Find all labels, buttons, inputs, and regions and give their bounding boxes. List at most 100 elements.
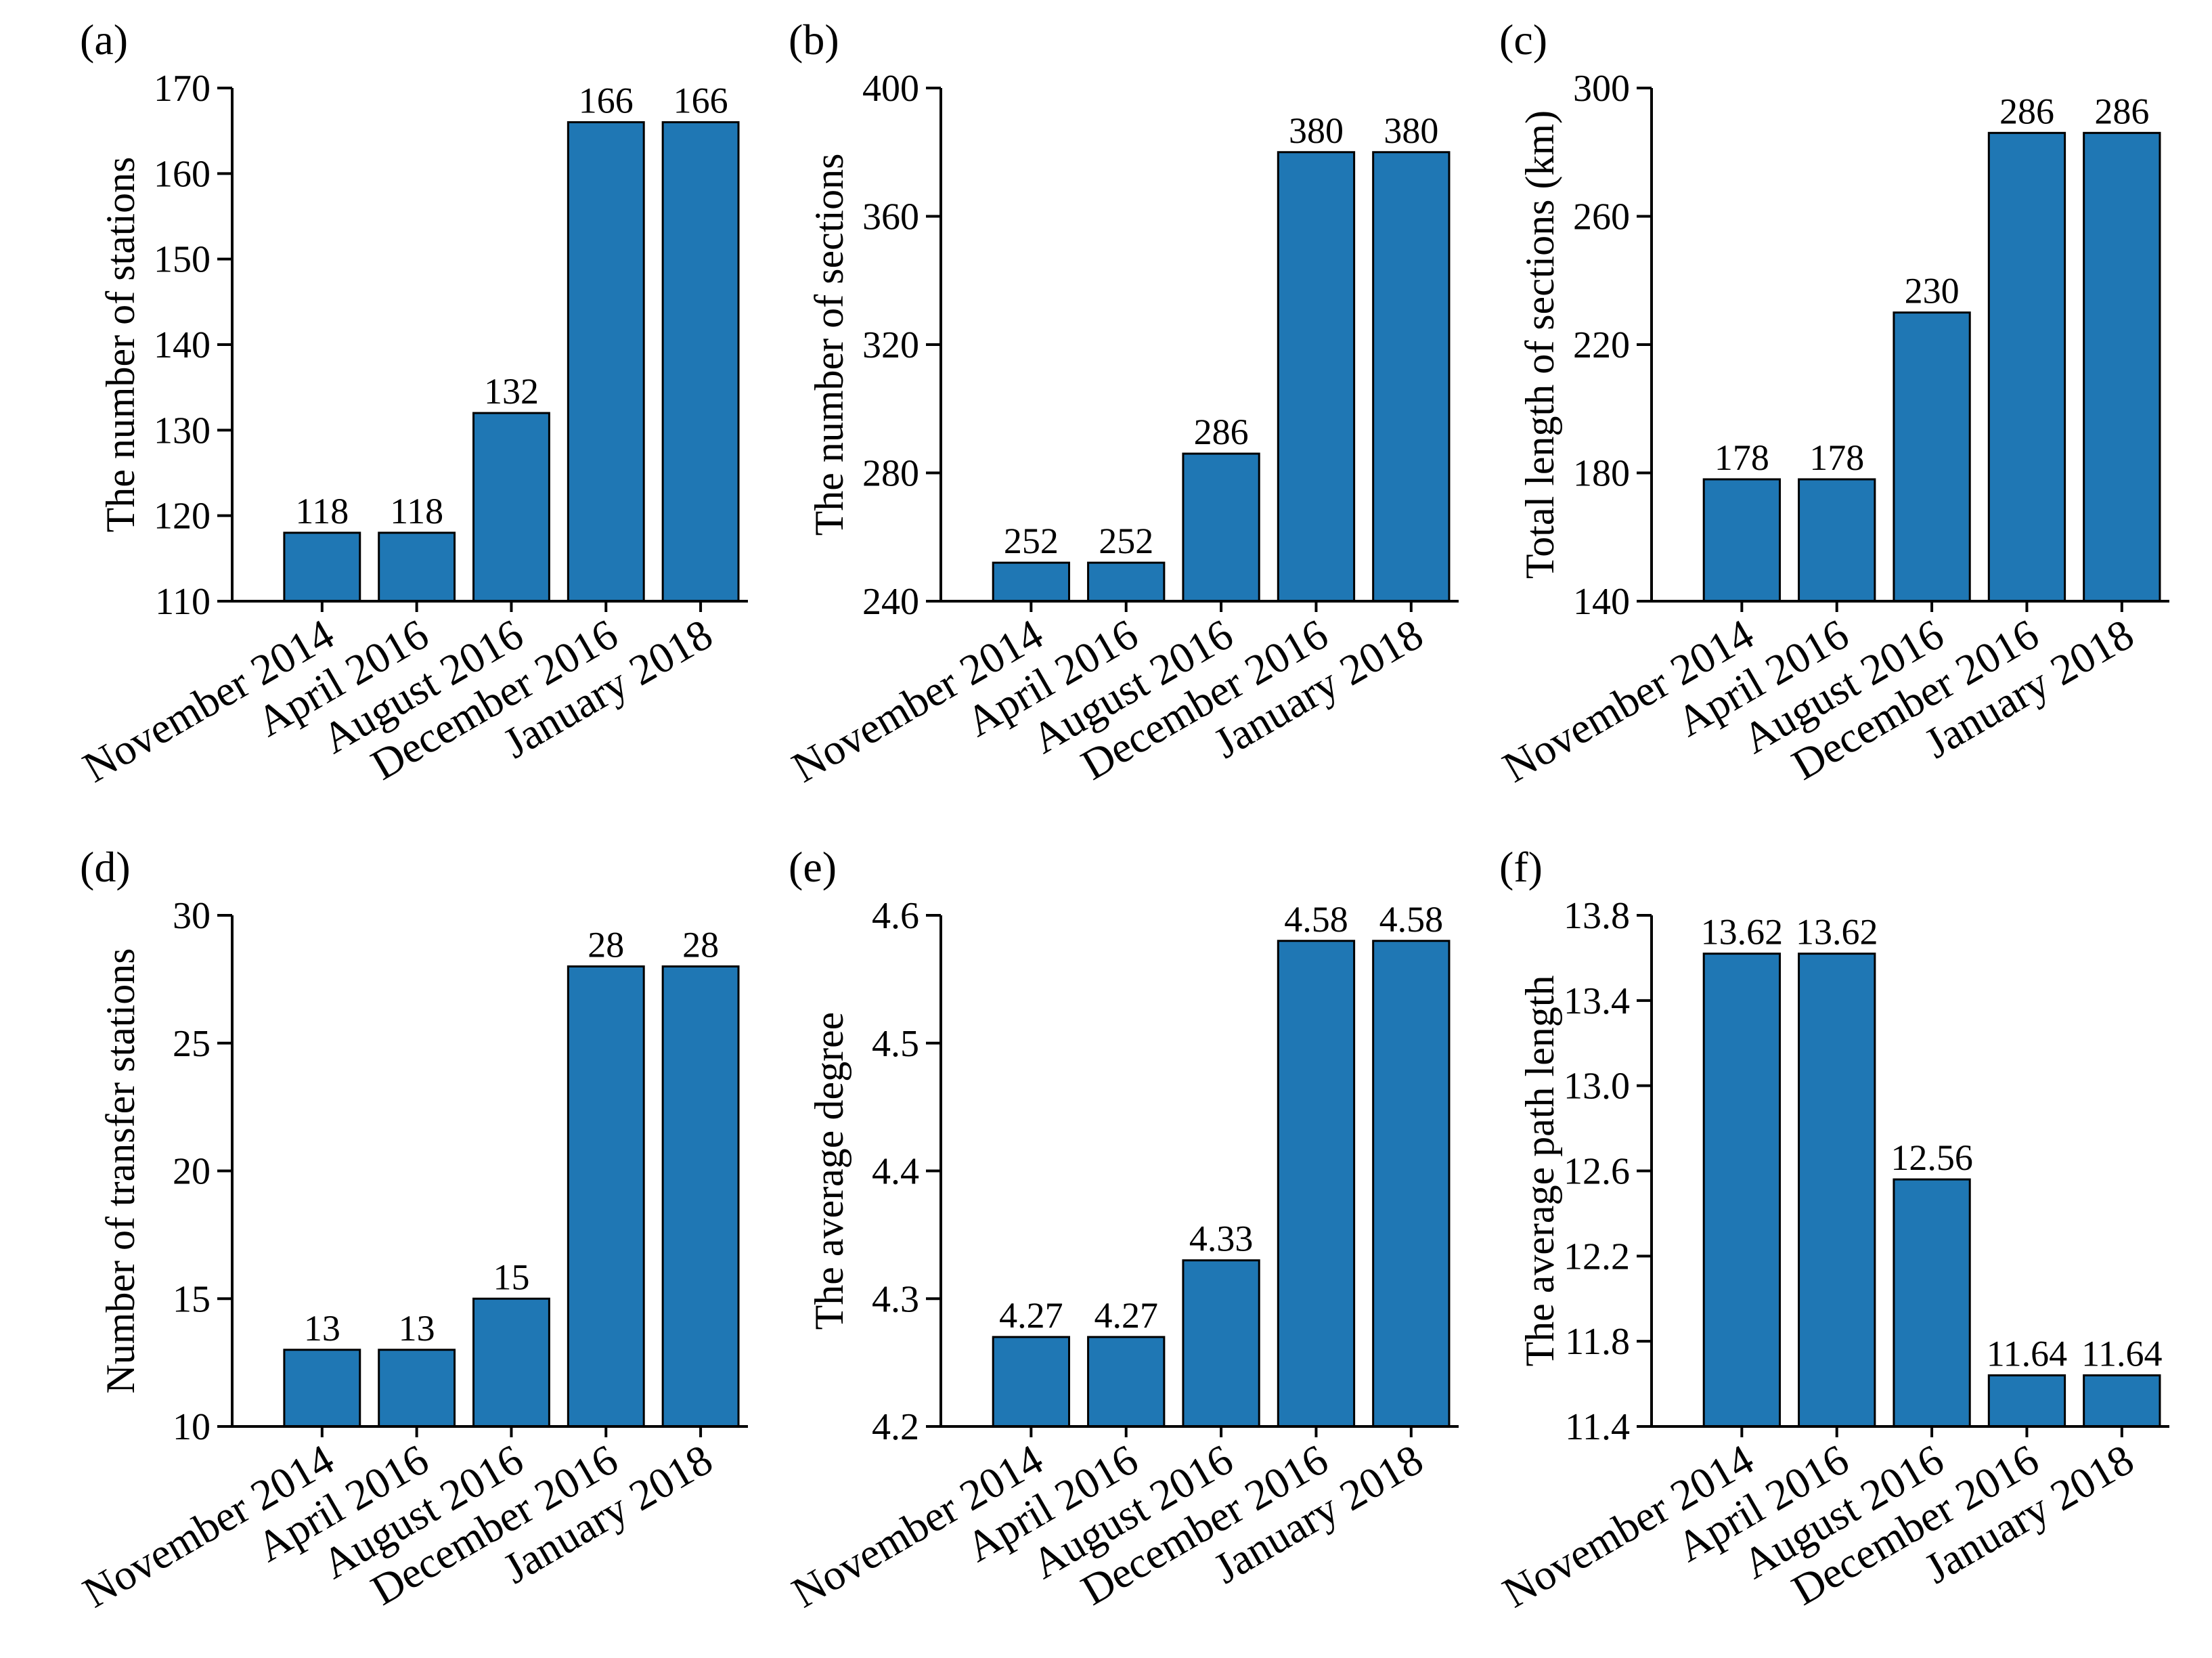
- y-axis-label: The number of sections: [807, 154, 851, 536]
- y-tick-label: 400: [862, 68, 919, 110]
- y-tick-label: 280: [862, 453, 919, 495]
- bar: [1087, 561, 1166, 603]
- y-axis-label: The average degree: [807, 1012, 851, 1330]
- bar: [1798, 953, 1876, 1428]
- y-axis-label: Total length of sections (km): [1518, 110, 1562, 579]
- y-tick-label: 10: [173, 1406, 211, 1448]
- y-tick-label: 13.8: [1564, 895, 1630, 937]
- bar: [1182, 452, 1260, 603]
- bar: [1893, 1178, 1971, 1428]
- bar: [2083, 131, 2161, 603]
- y-axis-label: The average path length: [1518, 975, 1562, 1366]
- bar: [1702, 478, 1781, 603]
- data-label: 286: [1999, 91, 2054, 131]
- y-tick-label: 20: [173, 1151, 211, 1193]
- panel-label: (c): [1499, 16, 1547, 64]
- bar: [1893, 311, 1971, 603]
- bar: [283, 1349, 361, 1428]
- y-tick-label: 170: [154, 68, 211, 110]
- data-label: 13: [304, 1308, 340, 1349]
- data-label: 286: [1194, 412, 1249, 452]
- data-label: 230: [1905, 271, 1960, 311]
- y-axis-label: The number of stations: [98, 157, 143, 533]
- y-tick-label: 110: [155, 581, 211, 623]
- y-tick-label: 320: [862, 324, 919, 366]
- y-tick-label: 4.2: [872, 1406, 919, 1448]
- y-tick-label: 140: [154, 324, 211, 366]
- panel-label: (b): [789, 16, 839, 64]
- y-tick-label: 12.2: [1564, 1236, 1630, 1278]
- y-tick-label: 11.8: [1565, 1321, 1630, 1363]
- y-tick-label: 360: [862, 196, 919, 238]
- bar: [1372, 151, 1451, 603]
- y-tick-label: 13.4: [1564, 980, 1630, 1022]
- data-label: 118: [390, 491, 443, 531]
- data-label: 12.56: [1890, 1137, 1973, 1178]
- data-label: 13.62: [1796, 912, 1878, 953]
- bar: [567, 965, 645, 1428]
- bar: [1987, 131, 2066, 603]
- y-tick-label: 4.3: [872, 1278, 919, 1320]
- bar: [1987, 1374, 2066, 1428]
- y-tick-label: 140: [1573, 581, 1630, 623]
- y-tick-label: 260: [1573, 196, 1630, 238]
- data-label: 4.58: [1284, 899, 1348, 940]
- data-label: 132: [484, 371, 539, 412]
- data-label: 178: [1715, 437, 1769, 478]
- y-tick-label: 4.4: [872, 1151, 919, 1193]
- data-label: 380: [1289, 110, 1344, 151]
- data-label: 13.62: [1701, 912, 1784, 953]
- data-label: 28: [588, 925, 624, 965]
- data-label: 252: [1099, 521, 1153, 561]
- y-tick-label: 120: [154, 496, 211, 538]
- bar: [472, 1297, 550, 1428]
- bar: [992, 561, 1070, 603]
- bar: [1372, 940, 1451, 1428]
- panel-f: (f)The average path length13.62November …: [1495, 843, 2169, 1617]
- y-tick-label: 180: [1573, 453, 1630, 495]
- data-label: 13: [399, 1308, 435, 1349]
- data-label: 380: [1384, 110, 1438, 151]
- bar: [378, 531, 456, 603]
- bar: [661, 965, 740, 1428]
- panel-label: (a): [80, 16, 128, 64]
- data-label: 15: [493, 1257, 529, 1297]
- data-label: 166: [579, 81, 634, 121]
- data-label: 28: [682, 925, 719, 965]
- y-tick-label: 150: [154, 239, 211, 281]
- bar: [1798, 478, 1876, 603]
- data-label: 4.33: [1189, 1219, 1254, 1259]
- y-tick-label: 220: [1573, 324, 1630, 366]
- y-tick-label: 15: [173, 1278, 211, 1320]
- y-tick-label: 4.5: [872, 1023, 919, 1065]
- y-tick-label: 11.4: [1565, 1406, 1630, 1448]
- panel-c: (c)Total length of sections (km) 178Novem…: [1495, 16, 2169, 791]
- y-axis-label: Number of transfer stations: [98, 948, 143, 1393]
- bar: [472, 412, 550, 603]
- panel-label: (d): [80, 843, 131, 891]
- data-label: 178: [1809, 437, 1864, 478]
- y-tick-label: 130: [154, 410, 211, 452]
- bar: [661, 121, 740, 603]
- bar: [1702, 953, 1781, 1428]
- panel-d: (d)Number of transfer stations 13November…: [75, 843, 748, 1617]
- y-tick-label: 25: [173, 1023, 211, 1065]
- bar: [1277, 151, 1356, 603]
- data-label: 286: [2094, 91, 2149, 131]
- bar: [378, 1349, 456, 1428]
- bar: [992, 1336, 1070, 1428]
- y-tick-label: 4.6: [872, 895, 919, 937]
- bar: [1277, 940, 1356, 1428]
- data-label: 166: [673, 81, 728, 121]
- data-label: 4.27: [999, 1295, 1063, 1336]
- y-tick-label: 160: [154, 153, 211, 195]
- bar: [1182, 1259, 1260, 1428]
- data-label: 11.64: [1987, 1334, 2068, 1374]
- data-label: 4.27: [1094, 1295, 1158, 1336]
- y-tick-label: 12.6: [1564, 1151, 1630, 1193]
- y-tick-label: 240: [862, 581, 919, 623]
